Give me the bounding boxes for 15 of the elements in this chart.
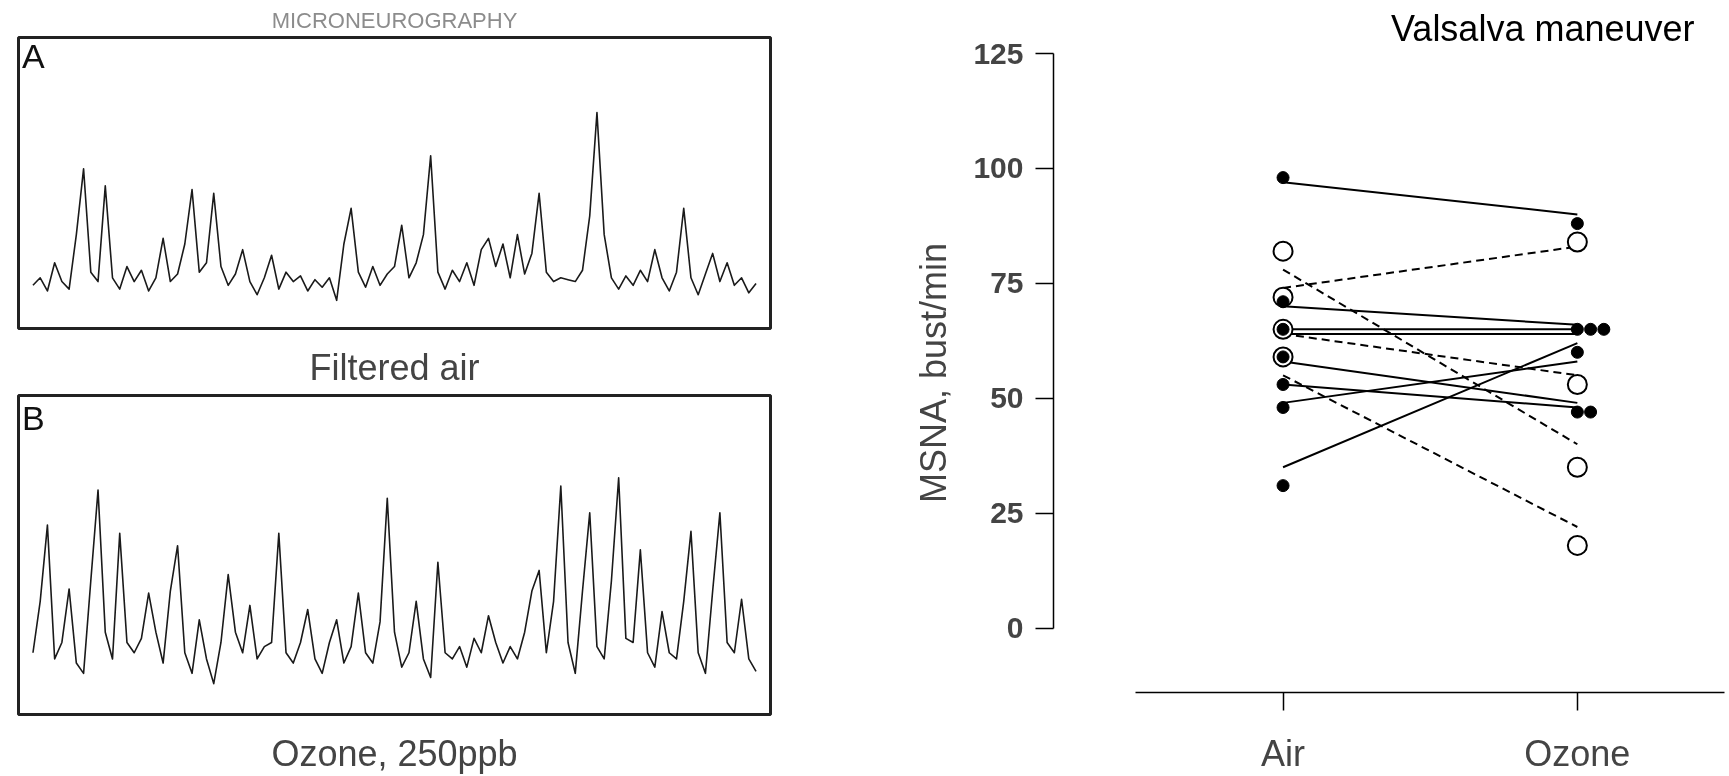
x-tick-label: Air — [1261, 732, 1306, 774]
y-axis-title: MSNA, bust/min — [913, 242, 955, 504]
y-tick-label: 125 — [973, 36, 1024, 70]
text: B — [22, 398, 45, 437]
y-tick-label: 100 — [973, 151, 1024, 185]
text: A — [22, 37, 46, 76]
x-axis-title: Filtered air — [309, 346, 480, 388]
chart-title: Valsalva maneuver — [1391, 7, 1695, 49]
y-tick-label: 75 — [990, 266, 1024, 300]
y-tick-label: 25 — [990, 496, 1024, 530]
y-tick-label: 0 — [1006, 611, 1024, 645]
chart-title: MICRONEUROGRAPHY — [271, 7, 518, 33]
y-tick-label: 50 — [990, 381, 1024, 415]
x-tick-label: Ozone — [1524, 732, 1631, 774]
x-axis-title: Ozone, 250ppb — [271, 732, 518, 774]
